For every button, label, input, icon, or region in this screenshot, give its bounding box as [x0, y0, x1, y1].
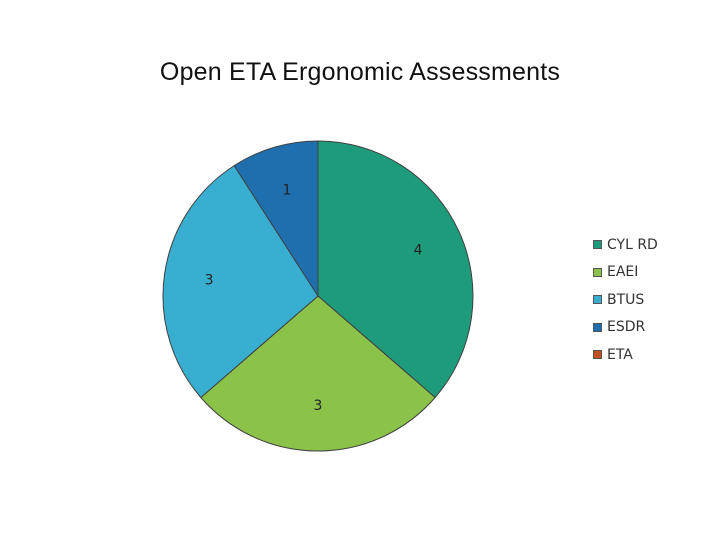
legend-swatch: [593, 240, 602, 250]
legend-item-eta: ETA: [593, 341, 658, 369]
legend-swatch: [593, 322, 602, 332]
chart-title: Open ETA Ergonomic Assessments: [159, 58, 561, 86]
legend-label: ESDR: [607, 319, 646, 336]
legend-label: ETA: [607, 346, 633, 363]
legend: CYL RD EAEI BTUS ESDR ETA: [593, 231, 658, 369]
legend-item-eaei: EAEI: [593, 259, 658, 287]
pie-slice-eaei: [200, 295, 436, 452]
pie-slice-btus: [162, 164, 319, 399]
legend-item-esdr: ESDR: [593, 314, 658, 342]
legend-item-cyl-rd: CYL RD: [593, 231, 658, 259]
legend-swatch: [593, 350, 602, 360]
pie-slice-esdr: [233, 140, 319, 298]
legend-swatch: [593, 267, 602, 277]
legend-label: CYL RD: [607, 236, 658, 253]
legend-label: BTUS: [607, 291, 645, 308]
data-label-esdr: 1: [283, 183, 292, 199]
legend-swatch: [593, 295, 602, 305]
data-label-cyl-rd: 4: [414, 242, 423, 258]
legend-label: EAEI: [607, 264, 639, 281]
legend-item-btus: BTUS: [593, 286, 658, 314]
data-label-btus: 3: [205, 272, 214, 288]
pie-slice-cyl-rd: [317, 140, 474, 399]
data-label-eaei: 3: [314, 398, 323, 414]
